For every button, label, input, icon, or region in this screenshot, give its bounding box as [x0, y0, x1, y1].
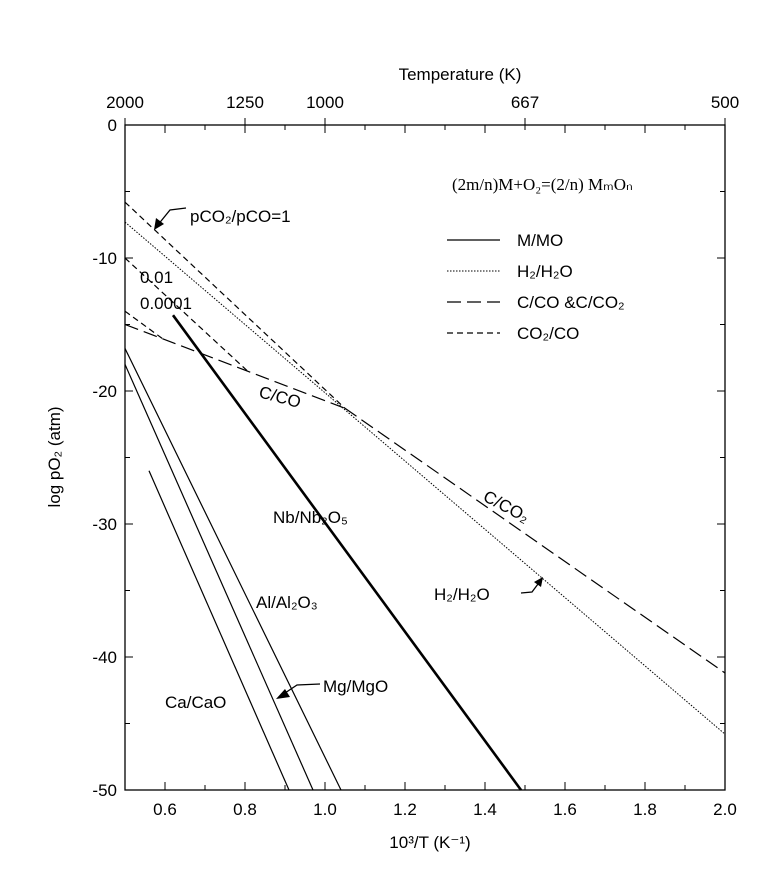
y-axis-label: log pO₂ (atm) [45, 406, 64, 507]
legend-label: M/MO [517, 231, 563, 250]
series-line [124, 364, 314, 791]
label-ca: Ca/CaO [165, 693, 226, 712]
top-tick-label: 500 [711, 93, 739, 112]
x-axis-label: 10³/T (K⁻¹) [389, 833, 470, 852]
top-tick-label: 667 [511, 93, 539, 112]
x-tick-label: 2.0 [713, 800, 737, 819]
label-mg: Mg/MgO [323, 677, 388, 696]
legend-label: CO₂/CO [517, 324, 579, 343]
series-line [124, 221, 726, 735]
label-al: Al/Al₂O₃ [256, 593, 318, 612]
y-tick-label: -30 [92, 515, 117, 534]
arrow-ratio-1 [156, 207, 187, 227]
label-h2: H₂/H₂O [434, 585, 490, 604]
legend-label: H₂/H₂O [517, 262, 573, 281]
series-line [344, 407, 726, 674]
label-ratio-0.01: 0.01 [140, 268, 173, 287]
x-tick-label: 1.8 [633, 800, 657, 819]
arrowhead-ratio-1 [154, 218, 164, 230]
series-line [171, 314, 523, 791]
series-lines [124, 201, 726, 791]
legend-label: C/CO &C/CO₂ [517, 293, 625, 312]
series-line [124, 348, 342, 791]
series-line [124, 257, 250, 373]
y-tick-label: -50 [92, 781, 117, 800]
arrowhead-h2 [534, 577, 543, 587]
x-tick-label: 0.8 [233, 800, 257, 819]
annotation-arrows [156, 207, 542, 698]
x-tick-label: 1.6 [553, 800, 577, 819]
series-line [124, 201, 346, 409]
y-tick-label: -40 [92, 648, 117, 667]
reaction-formula: (2m/n)M+O₂=(2/n) MₘOₙ [452, 175, 633, 194]
label-nb: Nb/Nb₂O₅ [273, 508, 348, 527]
top-axis-label: Temperature (K) [399, 65, 522, 84]
arrowhead-mg [276, 689, 290, 699]
axis-ticks: 0.6 0.8 1.0 1.2 1.4 1.6 1.8 2.0 0 -10 -20 -30 -40 -50… [92, 93, 739, 819]
y-tick-label: -10 [92, 249, 117, 268]
y-tick-label: 0 [108, 116, 117, 135]
label-ratio-0.0001: 0.0001 [140, 294, 192, 313]
x-tick-label: 1.2 [393, 800, 417, 819]
top-tick-label: 2000 [106, 93, 144, 112]
label-c-co2: C/CO₂ [480, 487, 532, 527]
series-line [148, 470, 290, 791]
label-c-co: C/CO [257, 383, 303, 412]
x-tick-label: 1.0 [313, 800, 337, 819]
x-tick-label: 1.4 [473, 800, 497, 819]
x-tick-label: 0.6 [153, 800, 177, 819]
legend: M/MO H₂/H₂O C/CO &C/CO₂ CO₂/CO [447, 231, 625, 343]
series-line [124, 310, 166, 341]
label-ratio-1: pCO₂/pCO=1 [190, 207, 291, 226]
series-line [124, 323, 346, 409]
y-tick-label: -20 [92, 382, 117, 401]
top-tick-label: 1250 [226, 93, 264, 112]
top-tick-label: 1000 [306, 93, 344, 112]
